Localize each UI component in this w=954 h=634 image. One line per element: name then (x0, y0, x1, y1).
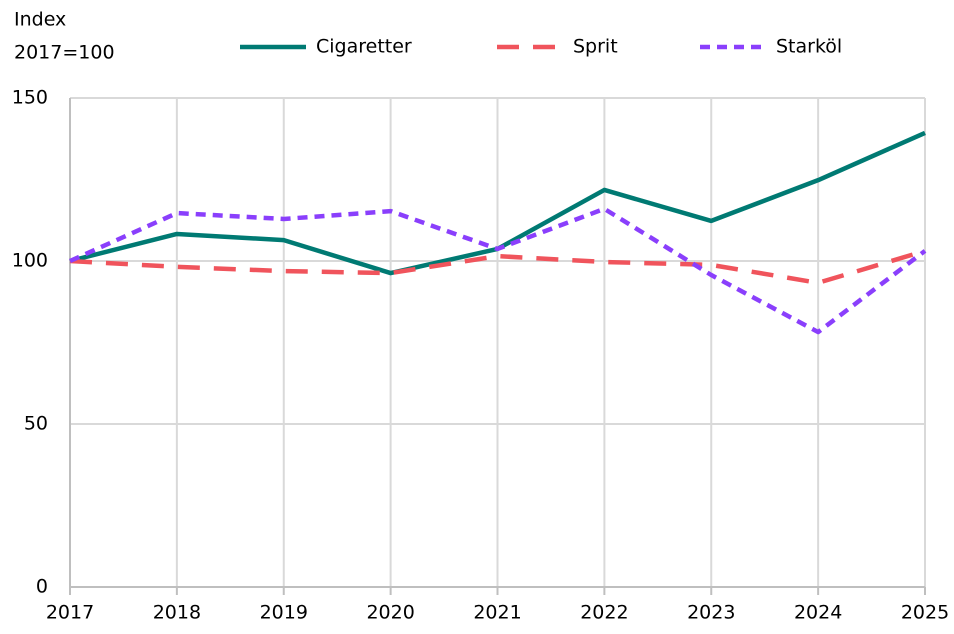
x-tick-label: 2017 (46, 602, 94, 624)
y-tick-label: 150 (12, 87, 48, 109)
x-tick-label: 2024 (794, 602, 842, 624)
x-tick-label: 2021 (473, 602, 521, 624)
x-tick-label: 2023 (687, 602, 735, 624)
legend-label: Sprit (573, 36, 618, 58)
y-axis-note: 2017=100 (14, 42, 115, 64)
series-line (69, 206, 927, 335)
x-tick-label: 2018 (153, 602, 201, 624)
x-tick-label: 2022 (580, 602, 628, 624)
x-tick-label: 2019 (260, 602, 308, 624)
y-tick-label: 100 (12, 250, 48, 272)
x-tick-label: 2020 (366, 602, 414, 624)
legend-label: Starköl (776, 36, 842, 58)
x-tick-label: 2025 (901, 602, 949, 624)
y-tick-label: 50 (24, 413, 48, 435)
y-axis-label: Index (14, 9, 66, 31)
legend-label: Cigaretter (316, 36, 412, 58)
y-tick-label: 0 (36, 576, 48, 598)
